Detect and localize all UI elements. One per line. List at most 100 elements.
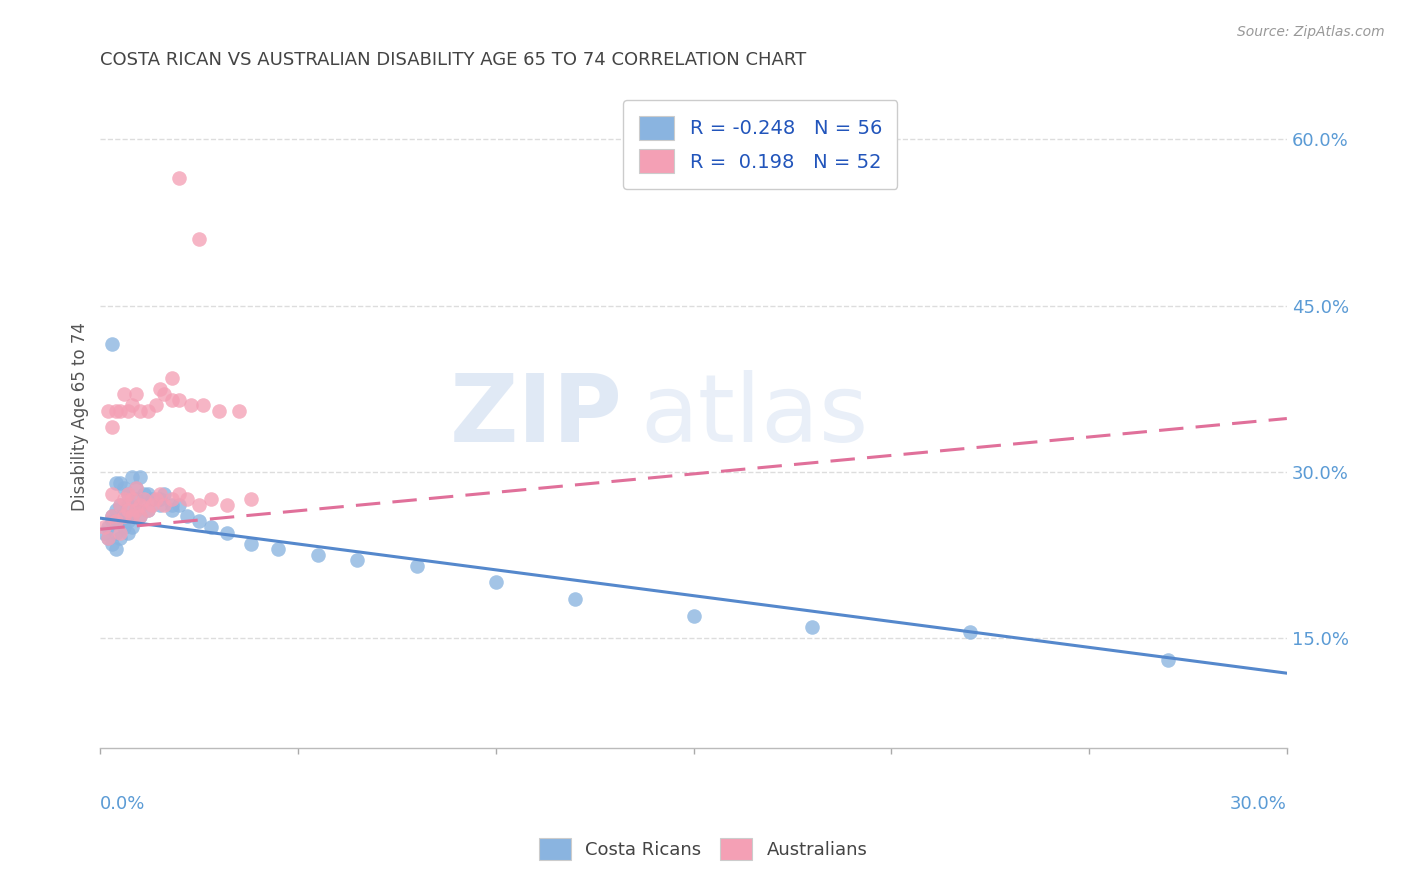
Point <box>215 525 238 540</box>
Point <box>112 520 135 534</box>
Point <box>193 398 215 412</box>
Point <box>108 525 131 540</box>
Point <box>121 508 143 523</box>
Point <box>117 487 139 501</box>
Point <box>307 548 329 562</box>
Point <box>129 508 152 523</box>
Point <box>101 508 124 523</box>
Point <box>117 503 139 517</box>
Point <box>125 492 148 507</box>
Text: 0.0%: 0.0% <box>100 795 146 813</box>
Point <box>160 503 183 517</box>
Point <box>97 404 120 418</box>
Text: 30.0%: 30.0% <box>1230 795 1286 813</box>
Point <box>121 508 143 523</box>
Point <box>136 404 159 418</box>
Point <box>152 487 174 501</box>
Point <box>108 498 131 512</box>
Point <box>112 387 135 401</box>
Point <box>129 508 152 523</box>
Point <box>188 498 211 512</box>
Point <box>160 370 183 384</box>
Point <box>346 553 368 567</box>
Point <box>125 387 148 401</box>
Point <box>152 387 174 401</box>
Point <box>117 498 139 512</box>
Point <box>101 420 124 434</box>
Point <box>101 515 124 529</box>
Point <box>215 498 238 512</box>
Point <box>121 398 143 412</box>
Point <box>160 392 183 407</box>
Point <box>129 470 152 484</box>
Point <box>93 520 115 534</box>
Point <box>105 475 128 490</box>
Point <box>108 515 131 529</box>
Point <box>125 503 148 517</box>
Point <box>132 487 155 501</box>
Point <box>188 515 211 529</box>
Point <box>105 542 128 557</box>
Point <box>105 515 128 529</box>
Point <box>208 404 231 418</box>
Point <box>141 492 163 507</box>
Point <box>141 498 163 512</box>
Point <box>136 503 159 517</box>
Point <box>129 498 152 512</box>
Y-axis label: Disability Age 65 to 74: Disability Age 65 to 74 <box>72 322 89 511</box>
Point <box>125 503 148 517</box>
Point <box>169 498 191 512</box>
Point <box>176 508 198 523</box>
Point <box>108 498 131 512</box>
Point <box>117 525 139 540</box>
Point <box>959 625 981 640</box>
Point <box>149 382 172 396</box>
Point <box>112 508 135 523</box>
Point <box>108 531 131 545</box>
Point <box>405 558 427 573</box>
Point <box>101 337 124 351</box>
Point <box>117 515 139 529</box>
Point <box>239 492 262 507</box>
Point <box>105 525 128 540</box>
Legend: Costa Ricans, Australians: Costa Ricans, Australians <box>531 830 875 867</box>
Point <box>121 492 143 507</box>
Point <box>160 498 183 512</box>
Point <box>108 475 131 490</box>
Point <box>1157 653 1180 667</box>
Point <box>108 404 131 418</box>
Point <box>105 503 128 517</box>
Point <box>132 492 155 507</box>
Point <box>228 404 250 418</box>
Point <box>125 481 148 495</box>
Point <box>93 525 115 540</box>
Point <box>112 508 135 523</box>
Legend: R = -0.248   N = 56, R =  0.198   N = 52: R = -0.248 N = 56, R = 0.198 N = 52 <box>623 101 897 189</box>
Point <box>101 487 124 501</box>
Point <box>145 398 167 412</box>
Point <box>117 487 139 501</box>
Point <box>97 531 120 545</box>
Point <box>169 487 191 501</box>
Point <box>149 487 172 501</box>
Text: atlas: atlas <box>640 370 869 462</box>
Point <box>176 492 198 507</box>
Point <box>485 575 508 590</box>
Point <box>101 508 124 523</box>
Point <box>117 404 139 418</box>
Point <box>160 492 183 507</box>
Point <box>267 542 290 557</box>
Point <box>121 520 143 534</box>
Point <box>169 171 191 186</box>
Point <box>112 492 135 507</box>
Point <box>101 536 124 550</box>
Point <box>239 536 262 550</box>
Point <box>125 481 148 495</box>
Point <box>121 470 143 484</box>
Point <box>145 492 167 507</box>
Point <box>801 620 824 634</box>
Point <box>136 503 159 517</box>
Point <box>149 492 172 507</box>
Point <box>97 520 120 534</box>
Point <box>97 531 120 545</box>
